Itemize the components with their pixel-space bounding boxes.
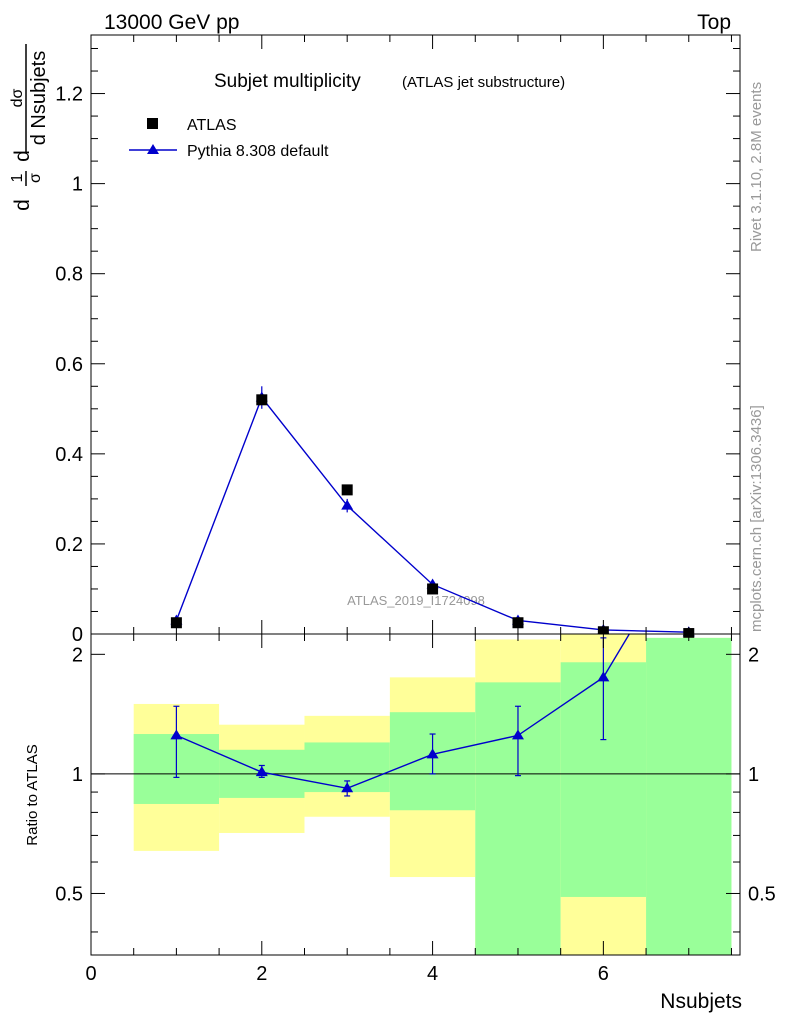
main-plot-panel: 0 0.2 0.4 0.6 0.8 1 1.2 Subjet multiplicity (A… bbox=[9, 34, 741, 646]
ratio-pythia-point bbox=[511, 729, 524, 740]
ratio-pythia-point bbox=[597, 671, 610, 682]
legend-pythia-label: Pythia 8.308 default bbox=[187, 143, 329, 160]
ylabel-denominator: d Nsubjets bbox=[28, 51, 50, 146]
ratio-plot-panel: 0.5 0.5 1 1 2 2 0 2 4 6 Ratio to ATLAS Nsubjets bbox=[24, 633, 776, 1013]
ylabel-pre-denominator: σ bbox=[27, 173, 44, 183]
ratio-pythia-point bbox=[426, 748, 439, 759]
pythia-point bbox=[341, 499, 354, 510]
ylabel-numerator: dσ bbox=[9, 88, 26, 107]
main-y-tick-label: 0.6 bbox=[55, 354, 83, 376]
x-tick-label: 6 bbox=[598, 963, 609, 985]
main-y-tick-label: 0.4 bbox=[55, 444, 83, 466]
ratio-y-axis-label: Ratio to ATLAS bbox=[24, 744, 41, 845]
main-title: Subjet multiplicity bbox=[214, 71, 361, 92]
main-y-tick-label: 0.2 bbox=[55, 534, 83, 556]
header-left: 13000 GeV pp bbox=[104, 11, 239, 34]
ratio-y-tick-label: 1 bbox=[72, 764, 83, 786]
ratio-y-tick-label-right: 0.5 bbox=[748, 883, 776, 905]
ratio-band-inner bbox=[646, 637, 732, 955]
legend-atlas-marker bbox=[147, 118, 158, 129]
ratio-y-tick-label-right: 2 bbox=[748, 644, 759, 666]
main-y-tick-label: 0 bbox=[72, 624, 83, 646]
main-y-axis-label: d 1 σ d dσ d Nsubjets bbox=[9, 44, 50, 211]
ratio-y-tick-label-right: 1 bbox=[748, 764, 759, 786]
main-y-tick-label: 0.8 bbox=[55, 264, 83, 286]
analysis-watermark: ATLAS_2019_I1724098 bbox=[347, 593, 485, 608]
x-axis-label: Nsubjets bbox=[660, 990, 742, 1013]
ratio-pythia-point bbox=[341, 782, 354, 793]
atlas-point bbox=[427, 583, 439, 595]
ylabel-d: d bbox=[11, 199, 34, 211]
atlas-point bbox=[341, 484, 353, 496]
mcplots-label: mcplots.cern.ch [arXiv:1306.3436] bbox=[748, 405, 765, 632]
legend-pythia-marker bbox=[147, 144, 159, 154]
main-subtitle: (ATLAS jet substructure) bbox=[402, 74, 565, 91]
atlas-point bbox=[170, 617, 182, 629]
ratio-y-tick-label: 0.5 bbox=[55, 883, 83, 905]
atlas-point bbox=[512, 617, 524, 629]
main-y-tick-label: 1 bbox=[72, 174, 83, 196]
main-y-tick-label: 1.2 bbox=[55, 84, 83, 106]
ylabel-pre-numerator: 1 bbox=[9, 173, 26, 182]
rivet-label: Rivet 3.1.10, 2.8M events bbox=[748, 82, 765, 252]
ratio-plot-frame bbox=[90, 633, 741, 956]
x-tick-label: 4 bbox=[427, 963, 438, 985]
atlas-point bbox=[256, 394, 268, 406]
legend: ATLAS Pythia 8.308 default bbox=[129, 117, 329, 160]
legend-atlas-label: ATLAS bbox=[187, 117, 237, 134]
x-tick-label: 2 bbox=[256, 963, 267, 985]
header-right: Top bbox=[697, 11, 731, 34]
ylabel-d2: d bbox=[11, 150, 34, 162]
ratio-pythia-point bbox=[170, 729, 183, 740]
ratio-y-tick-label: 2 bbox=[72, 644, 83, 666]
ratio-pythia-point bbox=[255, 766, 268, 777]
x-tick-label: 0 bbox=[85, 963, 96, 985]
